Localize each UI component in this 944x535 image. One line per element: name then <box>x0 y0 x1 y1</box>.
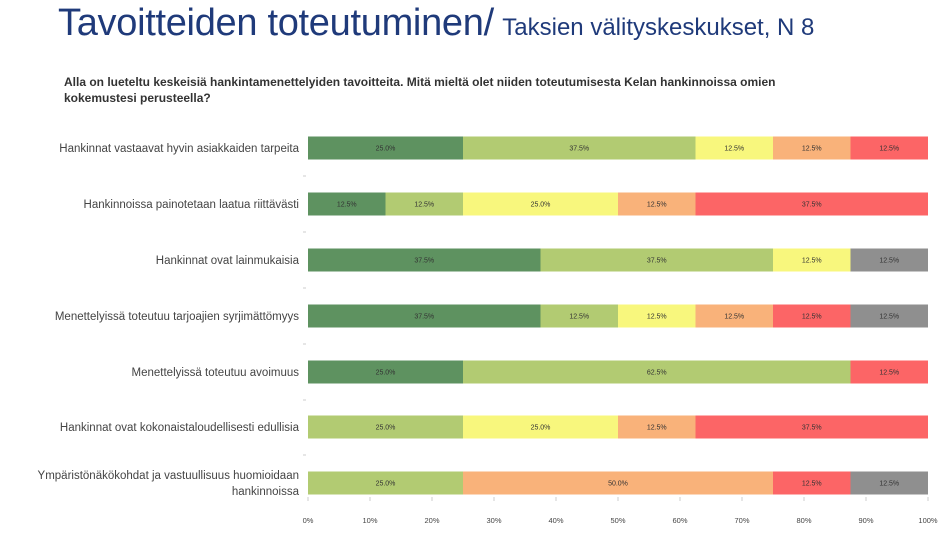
category-label-line: hankinnoissa <box>232 486 300 498</box>
bar-value-label: 12.5% <box>724 314 744 321</box>
bar-segment <box>463 360 851 384</box>
bar-value-label: 12.5% <box>647 425 667 432</box>
bar-segment <box>308 192 386 216</box>
bar-value-label: 12.5% <box>802 258 822 265</box>
category-label-line: Hankinnat ovat kokonaistaloudellisesti e… <box>60 422 300 434</box>
bar-value-label: 37.5% <box>647 258 667 265</box>
bar-value-label: 37.5% <box>414 314 434 321</box>
survey-question: Alla on lueteltu keskeisiä hankintamenet… <box>64 75 776 105</box>
category-label-line: Ympäristönäkökohdat ja vastuullisuus huo… <box>38 470 299 482</box>
bar-value-label: 25.0% <box>376 425 396 432</box>
category-label-line: Menettelyissä toteutuu avoimuus <box>132 367 300 379</box>
bar-value-label: 12.5% <box>879 314 899 321</box>
bar-segment <box>540 304 618 328</box>
category-label: Hankinnat ovat kokonaistaloudellisesti e… <box>60 422 300 434</box>
bar-segment <box>385 192 463 216</box>
bar-segment <box>773 136 851 160</box>
bar-segment <box>773 471 851 495</box>
x-axis-tick-label: 80% <box>796 516 811 525</box>
bar-segment <box>850 136 928 160</box>
bar-segment <box>850 304 928 328</box>
x-axis-tick-label: 60% <box>672 516 687 525</box>
bar-value-label: 37.5% <box>802 425 822 432</box>
bar-value-label: 12.5% <box>879 258 899 265</box>
bar-value-label: 12.5% <box>647 314 667 321</box>
bar-value-label: 37.5% <box>802 202 822 209</box>
bar-segment <box>463 192 618 216</box>
x-axis-tick-label: 10% <box>362 516 377 525</box>
x-axis-tick-label: 100% <box>918 516 938 525</box>
x-axis-tick-label: 40% <box>548 516 563 525</box>
bar-value-label: 25.0% <box>376 370 396 377</box>
bar-value-label: 12.5% <box>879 146 899 153</box>
title-subtitle: Taksien välityskeskukset, N 8 <box>502 14 815 41</box>
bar-value-label: 12.5% <box>647 202 667 209</box>
title-main: Tavoitteiden toteutuminen/ <box>58 2 494 44</box>
category-label: Menettelyissä toteutuu avoimuus <box>132 367 300 379</box>
bar-segment <box>463 471 773 495</box>
bar-value-label: 25.0% <box>376 481 396 488</box>
bar-segment <box>463 415 618 439</box>
bar-segment <box>540 248 773 272</box>
bar-segment <box>463 136 696 160</box>
category-label-line: Hankinnat ovat lainmukaisia <box>156 255 300 267</box>
bar-value-label: 25.0% <box>531 202 551 209</box>
x-axis-tick-label: 0% <box>303 516 314 525</box>
bar-value-label: 12.5% <box>569 314 589 321</box>
bar-segment <box>850 360 928 384</box>
category-label-line: Hankinnat vastaavat hyvin asiakkaiden ta… <box>59 143 299 155</box>
bar-segment <box>773 304 851 328</box>
x-axis-tick-label: 20% <box>424 516 439 525</box>
bar-value-label: 25.0% <box>376 146 396 153</box>
bar-segment <box>308 415 463 439</box>
category-label: Hankinnat ovat lainmukaisia <box>156 255 300 267</box>
bar-segment <box>308 304 541 328</box>
bar-value-label: 12.5% <box>337 202 357 209</box>
bar-segment <box>618 192 696 216</box>
bar-segment <box>308 360 463 384</box>
category-label: Menettelyissä toteutuu tarjoajien syrjim… <box>55 311 299 323</box>
category-label: Hankinnat vastaavat hyvin asiakkaiden ta… <box>59 143 299 155</box>
bar-value-label: 37.5% <box>569 146 589 153</box>
bar-value-label: 12.5% <box>879 370 899 377</box>
bar-segment <box>308 136 463 160</box>
page-title: Tavoitteiden toteutuminen/ Taksien välit… <box>58 2 814 45</box>
bar-segment <box>308 248 541 272</box>
x-axis-tick-label: 30% <box>486 516 501 525</box>
bar-segment <box>850 471 928 495</box>
bar-value-label: 12.5% <box>414 202 434 209</box>
bar-segment <box>308 471 463 495</box>
x-axis-tick-label: 90% <box>858 516 873 525</box>
x-axis-tick-label: 70% <box>734 516 749 525</box>
bar-segment <box>850 248 928 272</box>
category-label: Ympäristönäkökohdat ja vastuullisuus huo… <box>38 470 300 498</box>
bar-segment <box>618 304 696 328</box>
x-axis-tick-label: 50% <box>610 516 625 525</box>
bar-value-label: 25.0% <box>531 425 551 432</box>
bar-value-label: 62.5% <box>647 370 667 377</box>
category-label-line: Menettelyissä toteutuu tarjoajien syrjim… <box>55 311 299 323</box>
bar-segment <box>773 248 851 272</box>
category-label: Hankinnoissa painotetaan laatua riittävä… <box>84 199 299 211</box>
bar-segment <box>695 192 928 216</box>
bar-segment <box>695 304 773 328</box>
bar-segment <box>695 136 773 160</box>
bar-segment <box>618 415 696 439</box>
bar-value-label: 50.0% <box>608 481 628 488</box>
bar-segment <box>695 415 928 439</box>
bar-value-label: 37.5% <box>414 258 434 265</box>
bar-value-label: 12.5% <box>802 481 822 488</box>
bar-value-label: 12.5% <box>802 314 822 321</box>
bar-value-label: 12.5% <box>879 481 899 488</box>
bar-value-label: 12.5% <box>802 146 822 153</box>
bar-value-label: 12.5% <box>724 146 744 153</box>
category-label-line: Hankinnoissa painotetaan laatua riittävä… <box>84 199 299 211</box>
